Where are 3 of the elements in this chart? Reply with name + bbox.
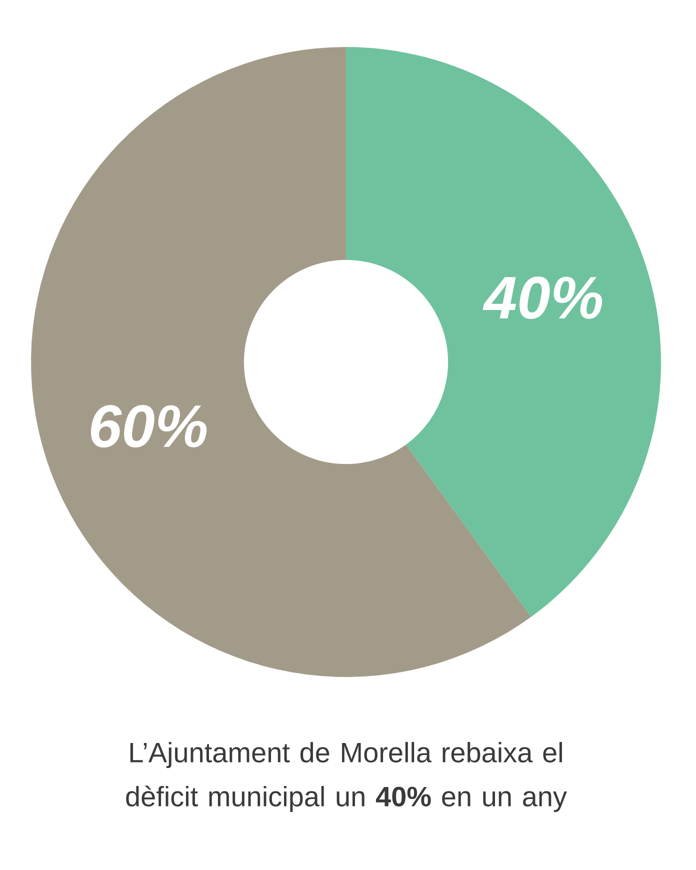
data-label: 60% [91,405,207,448]
text: L’Ajuntament de Morella rebaixa el dèficit municipal un 40% en un any [126,742,567,812]
data-label: 40% [482,276,602,319]
